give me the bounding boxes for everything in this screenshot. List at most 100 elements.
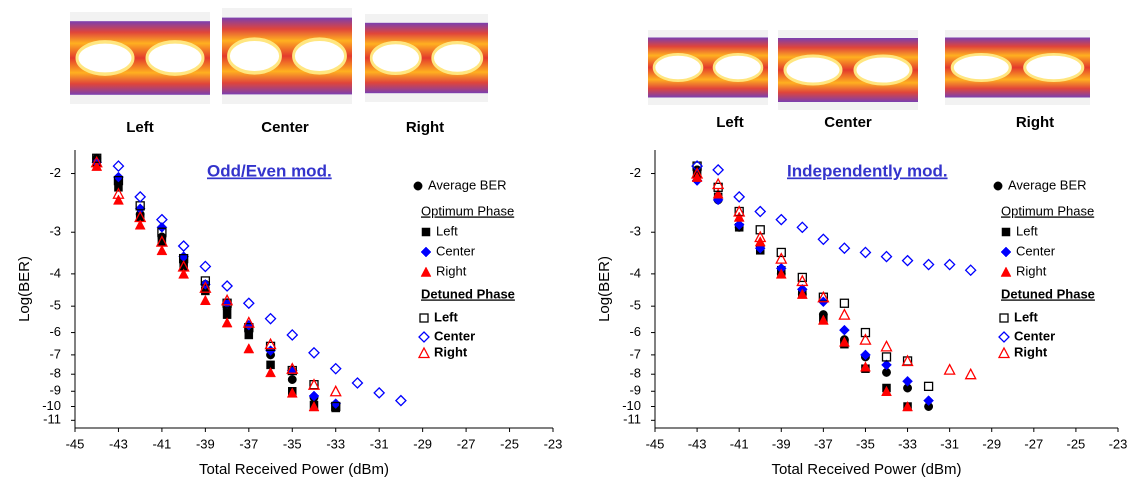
x-tick-label: -29: [982, 436, 1001, 451]
legend-heading: Detuned Phase: [1001, 286, 1095, 301]
legend-marker: [994, 182, 1002, 190]
marker: [179, 241, 189, 251]
eye-label: Center: [261, 119, 309, 136]
marker: [839, 310, 849, 320]
x-tick-label: -37: [239, 436, 258, 451]
marker: [374, 388, 384, 398]
eye-label: Left: [716, 114, 744, 131]
marker: [157, 245, 167, 255]
y-tick-label: -5: [49, 298, 61, 313]
marker: [924, 260, 934, 270]
y-tick-label: -3: [629, 224, 641, 239]
legend-label: Right: [434, 344, 468, 359]
x-tick-label: -39: [772, 436, 791, 451]
x-axis-title: Total Received Power (dBm): [199, 461, 389, 478]
x-tick-label: -37: [814, 436, 833, 451]
eye-image: [945, 30, 1090, 105]
legend-label: Right: [1014, 344, 1048, 359]
marker: [222, 318, 232, 328]
y-tick-label: -7: [629, 346, 641, 361]
legend-label: Right: [1016, 263, 1047, 278]
marker: [839, 243, 849, 253]
x-tick-label: -41: [153, 436, 172, 451]
y-tick-label: -10: [42, 398, 61, 413]
legend-marker: [999, 348, 1009, 358]
annotation: Odd/Even mod.: [207, 161, 332, 180]
x-axis-title: Total Received Power (dBm): [771, 461, 961, 478]
y-axis-title: Log(BER): [16, 256, 33, 322]
marker: [222, 281, 232, 291]
marker: [903, 376, 913, 386]
series: [693, 162, 933, 390]
series: [93, 154, 340, 409]
x-tick-label: -31: [940, 436, 959, 451]
marker: [818, 234, 828, 244]
y-tick-label: -2: [629, 165, 641, 180]
x-tick-label: -31: [370, 436, 389, 451]
marker: [266, 314, 276, 324]
marker: [860, 247, 870, 257]
marker: [755, 207, 765, 217]
annotation: Independently mod.: [787, 161, 948, 180]
x-tick-label: -45: [646, 436, 665, 451]
legend-label: Left: [434, 309, 459, 324]
y-tick-label: -9: [49, 383, 61, 398]
marker: [966, 265, 976, 275]
legend-label: Center: [1014, 328, 1055, 343]
marker: [135, 192, 145, 202]
x-tick-label: -43: [109, 436, 128, 451]
y-tick-label: -6: [49, 324, 61, 339]
eye-image: [70, 12, 210, 104]
marker: [288, 375, 296, 383]
page: LeftCenterRight-2-3-4-5-6-7-8-9-10-11-45…: [0, 0, 1135, 497]
series: [92, 157, 341, 396]
legend-marker: [422, 228, 430, 236]
series: [92, 157, 341, 408]
x-tick-label: -39: [196, 436, 215, 451]
marker: [113, 161, 123, 171]
x-tick-label: -41: [730, 436, 749, 451]
marker: [734, 192, 744, 202]
legend-label: Center: [436, 243, 476, 258]
legend-label: Left: [436, 223, 458, 238]
marker: [925, 382, 933, 390]
x-tick-label: -23: [544, 436, 563, 451]
legend-label: Average BER: [428, 177, 507, 192]
legend-marker: [420, 314, 428, 322]
legend-label: Center: [1016, 243, 1056, 258]
eye-image: [222, 8, 352, 104]
eye-label: Left: [126, 119, 154, 136]
x-tick-label: -29: [413, 436, 432, 451]
x-tick-label: -25: [1067, 436, 1086, 451]
x-tick-label: -33: [326, 436, 345, 451]
y-axis-title: Log(BER): [596, 256, 613, 322]
legend-label: Right: [436, 263, 467, 278]
marker: [882, 341, 892, 351]
y-tick-label: -2: [49, 165, 61, 180]
y-tick-label: -11: [623, 412, 641, 427]
x-tick-label: -27: [457, 436, 476, 451]
marker: [797, 222, 807, 232]
legend-marker: [1001, 267, 1011, 277]
series: [692, 172, 912, 411]
legend-label: Left: [1014, 309, 1039, 324]
y-tick-label: -11: [43, 412, 61, 427]
figure: LeftCenterRight-2-3-4-5-6-7-8-9-10-11-45…: [0, 0, 1135, 497]
eye-label: Right: [406, 119, 444, 136]
legend-label: Left: [1016, 223, 1038, 238]
legend-marker: [421, 267, 431, 277]
y-tick-label: -7: [49, 346, 61, 361]
legend-marker: [999, 332, 1009, 342]
marker: [244, 344, 254, 354]
y-tick-label: -9: [629, 383, 641, 398]
eye-images: [70, 8, 1090, 110]
y-tick-label: -8: [629, 366, 641, 381]
marker: [352, 378, 362, 388]
x-tick-label: -35: [283, 436, 302, 451]
marker: [945, 365, 955, 375]
legend-marker: [1002, 228, 1010, 236]
marker: [200, 295, 210, 305]
y-tick-label: -8: [49, 366, 61, 381]
marker: [287, 330, 297, 340]
legend-marker: [414, 182, 422, 190]
